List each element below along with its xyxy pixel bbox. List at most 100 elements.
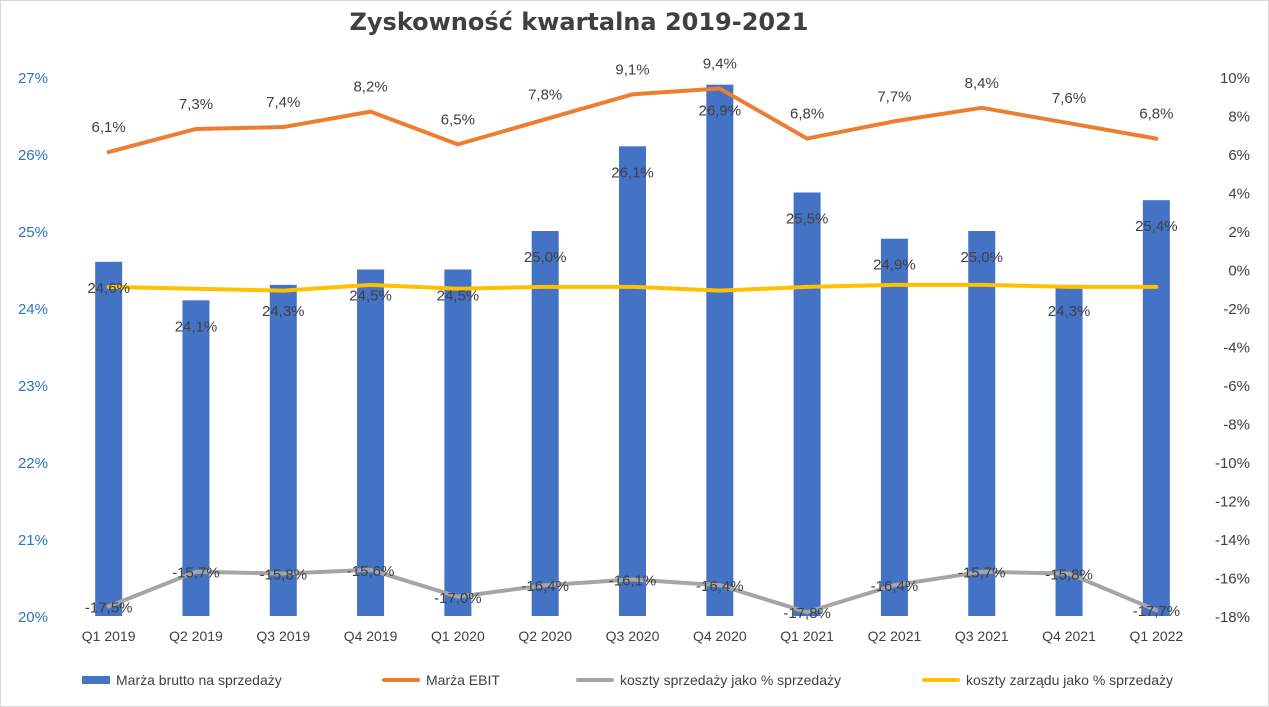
data-label-gross-margin: 24,3% — [1048, 303, 1091, 320]
legend-item-ebit-margin: Marża EBIT — [382, 672, 500, 688]
data-label-selling-costs: -15,7% — [958, 565, 1006, 582]
bar-gross-margin — [531, 231, 559, 616]
bar-gross-margin — [1142, 200, 1170, 616]
data-label-selling-costs: -15,8% — [260, 567, 308, 584]
data-label-selling-costs: -15,6% — [347, 563, 395, 580]
right-axis-tick-label: -14% — [1215, 532, 1250, 549]
legend-swatch-gross-margin — [82, 676, 110, 684]
data-label-ebit-margin: 7,4% — [266, 94, 300, 111]
data-label-gross-margin: 24,3% — [262, 303, 305, 320]
right-axis-tick-label: 10% — [1220, 70, 1250, 87]
x-axis-tick-label: Q3 2021 — [955, 628, 1009, 644]
right-axis-tick-label: -10% — [1215, 455, 1250, 472]
data-label-selling-costs: -16,1% — [609, 572, 657, 589]
data-label-ebit-margin: 9,4% — [703, 56, 737, 73]
left-axis-tick-label: 24% — [18, 301, 48, 318]
data-label-selling-costs: -16,4% — [696, 578, 744, 595]
data-label-ebit-margin: 7,8% — [528, 86, 562, 103]
bar-gross-margin — [968, 231, 996, 616]
data-label-ebit-margin: 6,5% — [441, 111, 475, 128]
right-axis-tick-label: -12% — [1215, 494, 1250, 511]
x-axis-tick-label: Q2 2019 — [169, 628, 223, 644]
right-axis-tick-label: -16% — [1215, 571, 1250, 588]
legend-swatch-selling-costs — [576, 678, 614, 682]
x-axis-tick-label: Q4 2021 — [1042, 628, 1096, 644]
left-axis-tick-label: 20% — [18, 609, 48, 626]
data-label-gross-margin: 25,5% — [786, 211, 829, 228]
bar-gross-margin — [619, 146, 646, 617]
data-label-gross-margin: 26,1% — [611, 164, 654, 181]
right-axis-tick-label: -8% — [1223, 417, 1250, 434]
data-label-gross-margin: 26,9% — [699, 103, 742, 120]
left-axis-tick-label: 25% — [18, 224, 48, 241]
data-label-selling-costs: -15,8% — [1045, 567, 1093, 584]
legend-label-ebit-margin: Marża EBIT — [426, 672, 500, 688]
data-label-ebit-margin: 6,8% — [790, 106, 824, 123]
bar-gross-margin — [444, 269, 472, 616]
data-label-ebit-margin: 7,3% — [179, 96, 213, 113]
chart-title: Zyskowność kwartalna 2019-2021 — [349, 8, 809, 36]
right-axis-tick-label: 4% — [1228, 186, 1250, 203]
x-axis-tick-label: Q2 2020 — [518, 628, 572, 644]
data-label-selling-costs: -15,7% — [172, 565, 220, 582]
data-label-gross-margin: 24,6% — [87, 280, 130, 297]
right-axis-tick-label: -18% — [1215, 609, 1250, 626]
bar-gross-margin — [1055, 284, 1083, 616]
data-label-gross-margin: 24,5% — [437, 288, 480, 305]
legend-swatch-ebit-margin — [382, 678, 420, 682]
data-label-selling-costs: -17,0% — [434, 590, 482, 607]
bar-gross-margin — [793, 192, 821, 616]
data-label-gross-margin: 25,4% — [1135, 218, 1178, 235]
data-label-ebit-margin: 7,6% — [1052, 90, 1086, 107]
x-axis-tick-label: Q1 2020 — [431, 628, 485, 644]
data-label-gross-margin: 24,5% — [349, 288, 392, 305]
x-axis-tick-label: Q3 2020 — [606, 628, 660, 644]
right-axis-tick-label: 6% — [1228, 147, 1250, 164]
x-axis-tick-label: Q4 2019 — [344, 628, 398, 644]
line-ebit-margin — [106, 86, 1159, 155]
data-label-selling-costs: -17,8% — [783, 605, 831, 622]
data-label-ebit-margin: 7,7% — [877, 88, 911, 105]
data-label-gross-margin: 25,0% — [960, 249, 1003, 266]
data-label-ebit-margin: 8,4% — [965, 75, 999, 92]
data-label-selling-costs: -16,4% — [521, 578, 569, 595]
x-axis-tick-label: Q3 2019 — [256, 628, 310, 644]
x-axis-tick-label: Q1 2019 — [82, 628, 136, 644]
x-axis-tick-label: Q1 2022 — [1129, 628, 1183, 644]
bar-gross-margin — [182, 300, 210, 616]
data-label-gross-margin: 24,1% — [175, 318, 218, 335]
left-axis-tick-label: 22% — [18, 455, 48, 472]
data-label-gross-margin: 24,9% — [873, 257, 916, 274]
legend-label-selling-costs: koszty sprzedaży jako % sprzedaży — [620, 672, 841, 688]
right-axis-tick-label: -2% — [1223, 301, 1250, 318]
right-axis-tick-label: 2% — [1228, 224, 1250, 241]
legend-item-selling-costs: koszty sprzedaży jako % sprzedaży — [576, 672, 841, 688]
data-label-ebit-margin: 6,8% — [1139, 106, 1173, 123]
data-label-selling-costs: -17,5% — [85, 599, 133, 616]
bar-gross-margin — [95, 261, 123, 616]
legend-item-gross-margin: Marża brutto na sprzedaży — [82, 672, 282, 688]
line-admin-costs — [106, 282, 1159, 293]
x-axis-tick-label: Q1 2021 — [780, 628, 834, 644]
bar-gross-margin — [269, 284, 297, 616]
left-axis-tick-label: 26% — [18, 147, 48, 164]
data-label-ebit-margin: 6,1% — [92, 119, 126, 136]
bar-gross-margin — [706, 84, 734, 616]
left-axis-tick-label: 23% — [18, 378, 48, 395]
legend-item-admin-costs: koszty zarządu jako % sprzedaży — [922, 672, 1173, 688]
line-selling-costs — [106, 567, 1159, 615]
data-label-ebit-margin: 8,2% — [353, 79, 387, 96]
data-label-gross-margin: 25,0% — [524, 249, 567, 266]
data-label-selling-costs: -17,7% — [1133, 603, 1181, 620]
legend-label-admin-costs: koszty zarządu jako % sprzedaży — [966, 672, 1173, 688]
right-axis-tick-label: -4% — [1223, 340, 1250, 357]
bar-gross-margin — [357, 269, 385, 616]
right-axis-tick-label: -6% — [1223, 378, 1250, 395]
left-axis-tick-label: 21% — [18, 532, 48, 549]
right-axis-tick-label: 8% — [1228, 109, 1250, 126]
legend-swatch-admin-costs — [922, 678, 960, 682]
x-axis-tick-label: Q2 2021 — [868, 628, 922, 644]
left-axis-tick-label: 27% — [18, 70, 48, 87]
data-label-ebit-margin: 9,1% — [615, 61, 649, 78]
